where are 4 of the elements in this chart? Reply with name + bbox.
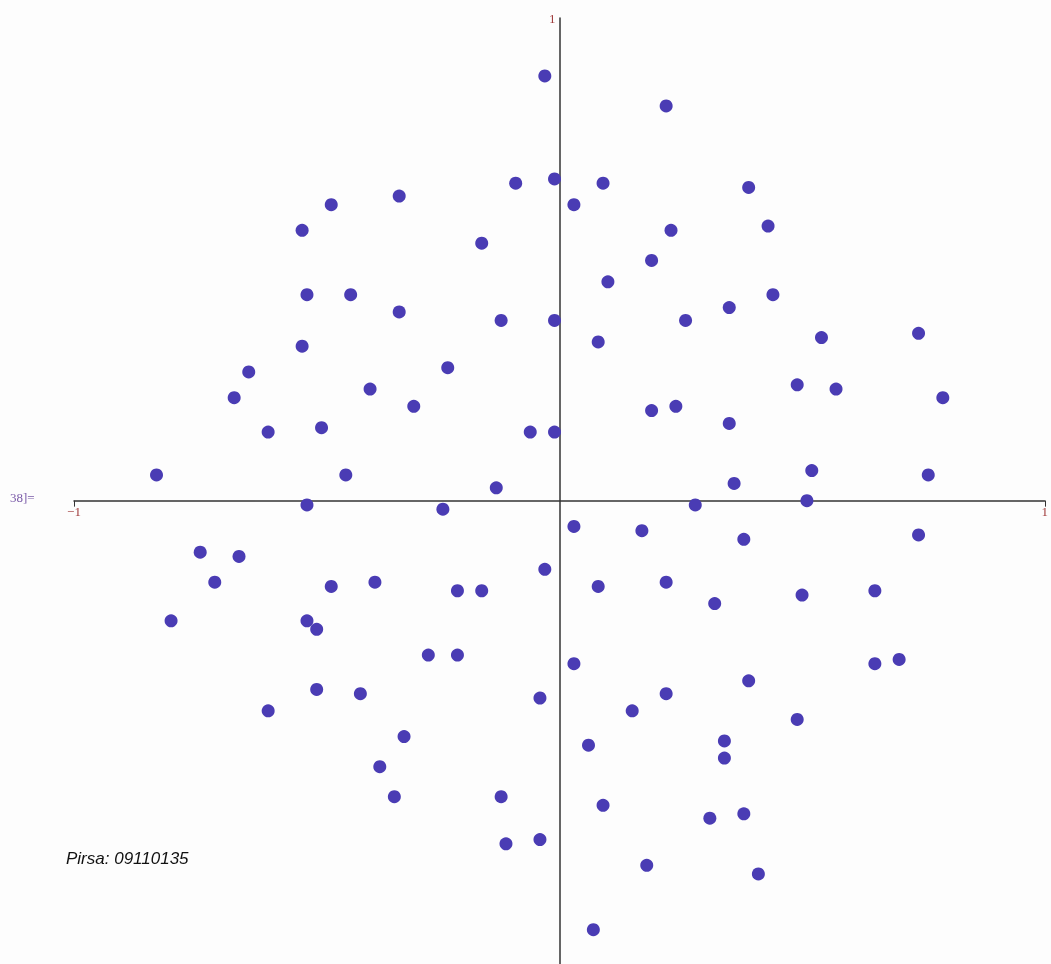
x-tick-label: −1 — [67, 503, 81, 519]
text: 38]= — [10, 490, 35, 505]
annotation: Pirsa: 09110135 — [66, 849, 190, 868]
text: 1 — [549, 11, 556, 26]
